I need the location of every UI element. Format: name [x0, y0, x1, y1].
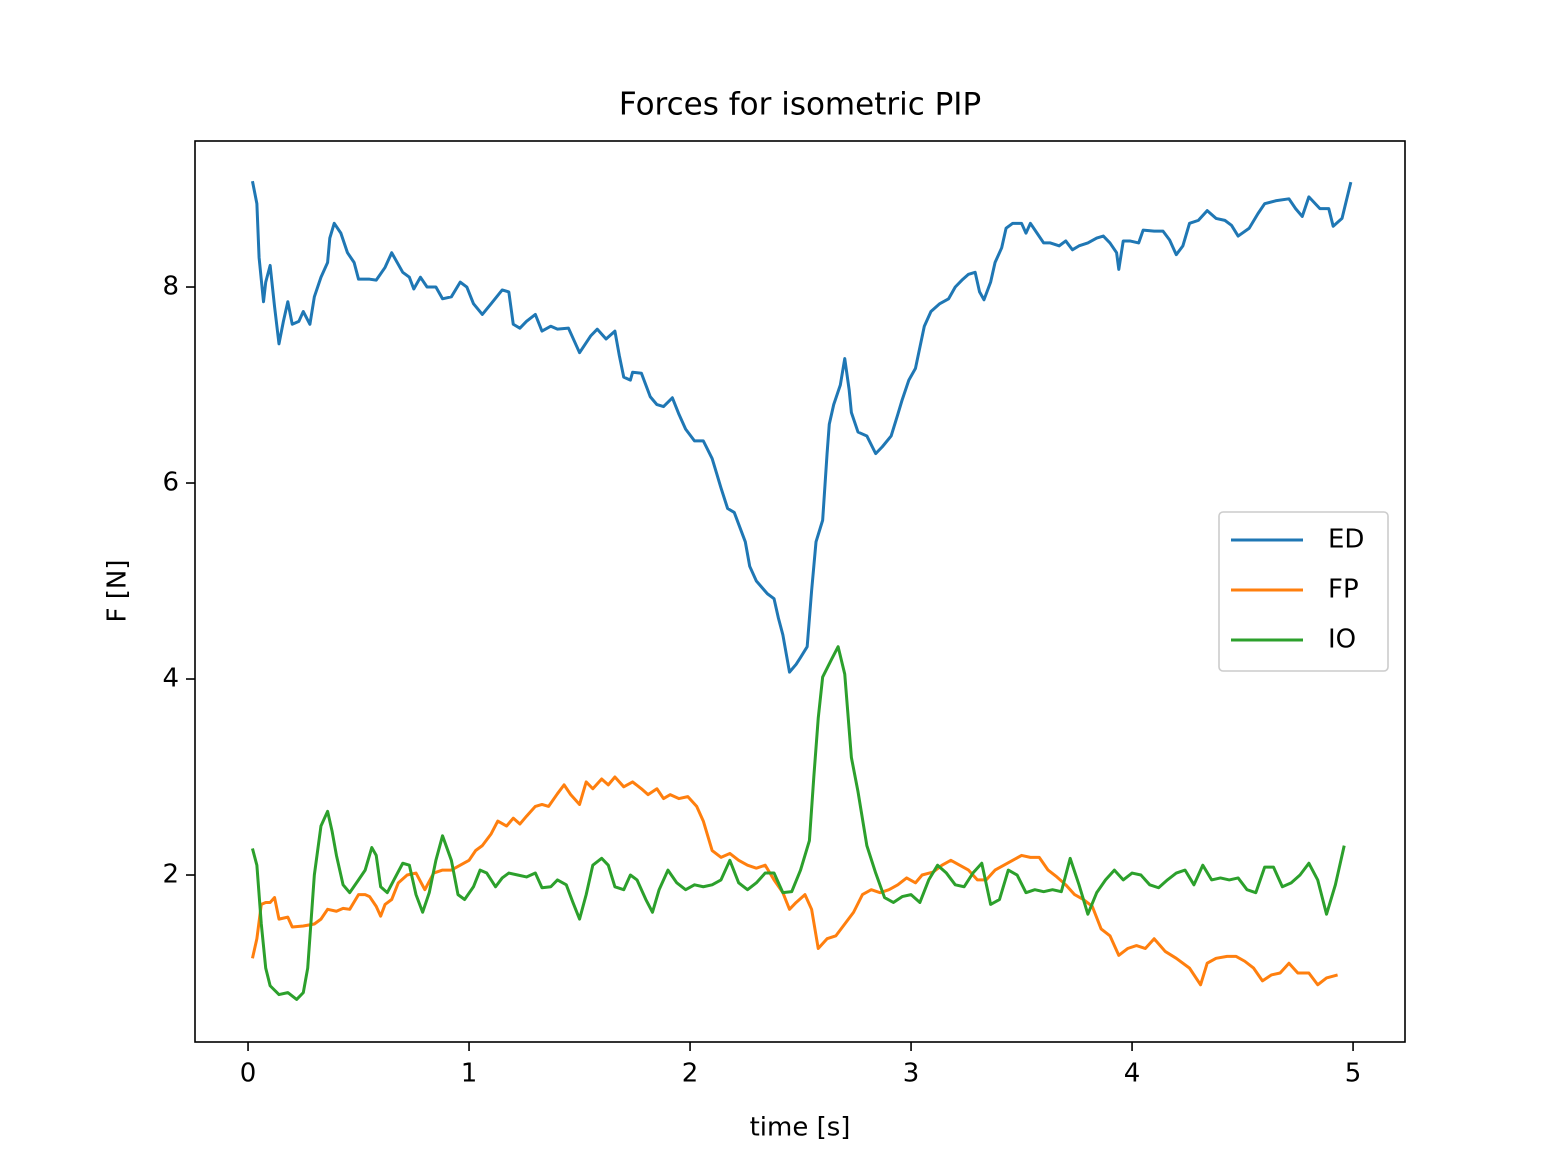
x-tick-label: 2 — [682, 1059, 699, 1089]
x-tick-label: 4 — [1124, 1059, 1141, 1089]
y-tick-label: 4 — [162, 664, 179, 694]
x-tick-label: 0 — [240, 1059, 257, 1089]
y-tick-label: 8 — [162, 272, 179, 302]
legend-label: IO — [1328, 625, 1356, 655]
data-line — [251, 645, 1346, 1001]
data-line — [250, 180, 1353, 674]
y-tick-label: 6 — [162, 468, 179, 498]
legend-box — [1218, 511, 1389, 672]
y-axis-label: F [N] — [103, 560, 133, 623]
chart-title: Forces for isometric PIP — [619, 87, 981, 123]
x-tick-label: 5 — [1345, 1059, 1362, 1089]
x-tick-label: 1 — [461, 1059, 478, 1089]
x-axis-label: time [s] — [750, 1113, 851, 1143]
y-tick-label: 2 — [162, 860, 179, 890]
legend-label: FP — [1328, 575, 1359, 605]
x-tick-label: 3 — [903, 1059, 920, 1089]
data-line — [250, 775, 1338, 987]
legend-label: ED — [1328, 525, 1364, 555]
plot-frame — [194, 140, 1406, 1043]
